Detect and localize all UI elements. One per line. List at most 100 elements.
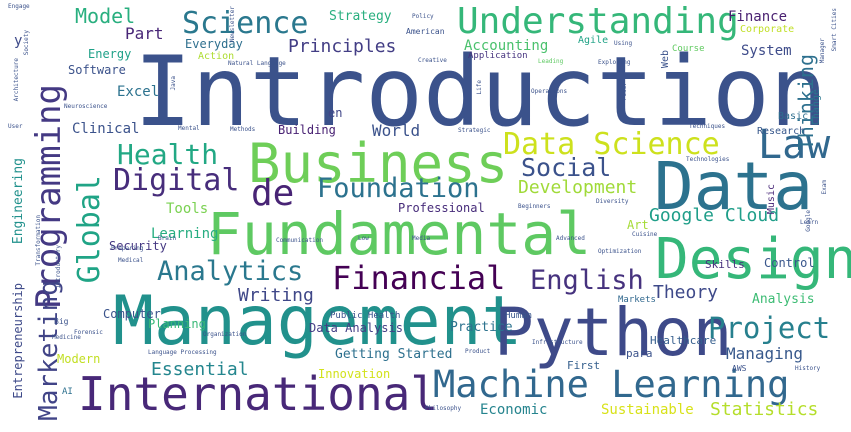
word-control: Control: [764, 256, 815, 270]
word-world: World: [372, 121, 421, 140]
word-markets: Markets: [618, 295, 656, 305]
word-security: Security: [109, 239, 167, 253]
word-advanced: Advanced: [556, 235, 585, 242]
word-engage: Engage: [8, 3, 30, 10]
word-action: Action: [198, 51, 235, 62]
word-data-science: Data Science: [503, 127, 720, 162]
word-aws: AWS: [732, 364, 747, 373]
word-getting-started: Getting Started: [335, 347, 453, 362]
word-marketing: Marketing: [34, 280, 64, 421]
word-user: User: [8, 123, 23, 130]
word-social: Social: [521, 153, 612, 182]
word-managing: Managing: [726, 344, 804, 363]
word-english: English: [530, 265, 644, 296]
word-design: Design: [655, 227, 851, 292]
word-medicine: Medicine: [52, 334, 81, 341]
word-music: Music: [766, 184, 777, 215]
word-entrepreneurship: Entrepreneurship: [11, 283, 25, 399]
word-course: Course: [672, 44, 705, 54]
word-preparing: Preparing: [111, 245, 144, 252]
word-architecture: Architecture: [13, 58, 20, 102]
word-excel: Excel: [117, 84, 160, 100]
word-y: y: [14, 33, 23, 49]
word-neuroscience: Neuroscience: [64, 103, 108, 110]
word-writing: Writing: [238, 285, 314, 306]
word-management: Management: [113, 282, 523, 361]
word-data-analysis: Data Analysis: [309, 321, 403, 335]
word-analytics: Analytics: [157, 256, 304, 287]
word-modern: Modern: [57, 352, 101, 366]
word-manager: Manager: [819, 38, 826, 64]
word-natural-language: Natural Language: [228, 60, 286, 67]
word-foundation: Foundation: [317, 173, 480, 204]
word-skills: Skills: [705, 258, 745, 271]
word-transformation: Transformation: [35, 215, 42, 266]
word-exploring: Exploring: [598, 59, 631, 66]
word-google-cloud: Google Cloud: [649, 205, 780, 226]
word-history: History: [795, 365, 821, 372]
word-diversity: Diversity: [596, 198, 629, 205]
word-using: Using: [614, 40, 633, 47]
word-art: Art: [627, 218, 649, 232]
word-sustainable: Sustainable: [601, 402, 694, 418]
word-accounting: Accounting: [464, 38, 549, 54]
word-innovation: Innovation: [318, 367, 391, 381]
word-part: Part: [125, 24, 164, 43]
word-digital: Digital: [113, 163, 240, 198]
word-introductory: Introductory: [55, 245, 62, 289]
word-science: Science: [182, 6, 309, 41]
word-big: Big: [54, 317, 69, 326]
word-agile: Agile: [578, 35, 609, 46]
word-optimization: Optimization: [598, 248, 642, 255]
word-statistics: Statistics: [710, 399, 819, 420]
word-development: Development: [518, 177, 638, 198]
word-leading: Leading: [538, 58, 564, 65]
word-application: Application: [468, 51, 528, 61]
word-american: American: [406, 27, 445, 36]
word-organization: Organization: [203, 331, 247, 338]
word-energy: Energy: [88, 47, 132, 61]
word-computer: Computer: [103, 307, 161, 321]
word-power: Power: [621, 82, 628, 101]
word-research: Research: [757, 126, 806, 137]
word-theory: Theory: [653, 282, 719, 303]
word-global: Global: [72, 175, 107, 284]
word-brain: Brain: [158, 235, 177, 242]
word-system: System: [741, 43, 792, 59]
word-model: Model: [75, 4, 136, 28]
word-cuisine: Cuisine: [632, 231, 658, 238]
word-techniques: Techniques: [689, 123, 726, 130]
word-philosophy: Philosophy: [425, 405, 462, 412]
word-operations: Operations: [531, 88, 568, 95]
word-fundamental: Fundamental: [207, 200, 592, 268]
word-exam: Exam: [821, 180, 828, 195]
word-society: Society: [23, 30, 30, 56]
word-forensic: Forensic: [74, 329, 103, 336]
word-smart-cities: Smart Cities: [831, 8, 838, 52]
word-media: Media: [412, 235, 431, 242]
word-de: de: [251, 173, 295, 214]
word-building: Building: [278, 123, 336, 137]
word-basic: Basic: [778, 111, 809, 122]
word-strategic: Strategic: [458, 127, 491, 134]
word-product: Product: [465, 348, 491, 355]
word-corporate: Corporate: [740, 24, 795, 35]
word-en: en: [328, 106, 343, 120]
word-economic: Economic: [480, 402, 548, 418]
word-law: Law: [758, 122, 831, 168]
word-low: Low: [358, 235, 369, 242]
word-java: Java: [170, 76, 177, 91]
word-learning: Learning: [151, 226, 219, 242]
word-data: Data: [654, 148, 813, 225]
word-essential: Essential: [151, 359, 249, 380]
word-tools: Tools: [166, 201, 209, 217]
word-engineering: Engineering: [11, 158, 26, 245]
word-international: International: [78, 367, 439, 421]
word-beginners: Beginners: [518, 203, 551, 210]
word-creative: Creative: [418, 57, 447, 64]
word-finance: Finance: [728, 9, 788, 25]
word-human: Human: [505, 311, 533, 321]
word-communication: Communication: [276, 237, 323, 244]
word-learn: Learn: [800, 219, 819, 226]
word-ai: AI: [62, 387, 73, 397]
